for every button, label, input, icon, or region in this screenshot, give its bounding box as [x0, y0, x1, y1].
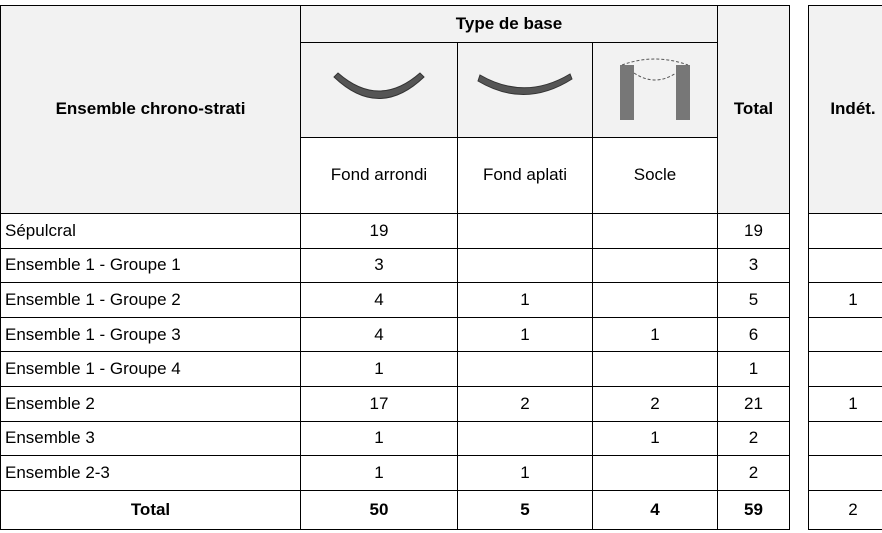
flat-base-icon [477, 73, 573, 95]
value-cell: 1 [457, 316, 593, 353]
total-header: Total [717, 5, 790, 214]
value-cell: 2 [592, 386, 718, 422]
footer-label: Total [0, 489, 301, 530]
value-cell [457, 213, 593, 249]
value-cell: 1 [300, 455, 458, 491]
group-header: Type de base [300, 5, 718, 43]
value-cell [592, 351, 718, 387]
value-cell: 19 [300, 213, 458, 249]
indet-cell [808, 351, 882, 387]
value-cell: 1 [457, 282, 593, 318]
indet-header: Indét. [808, 5, 882, 214]
total-cell: 6 [717, 316, 790, 353]
indet-cell [808, 455, 882, 491]
value-cell: 4 [300, 282, 458, 318]
indet-cell [808, 420, 882, 457]
value-cell: 1 [592, 316, 718, 353]
value-cell: 1 [457, 455, 593, 491]
total-cell: 5 [717, 282, 790, 318]
value-cell: 5 [457, 489, 593, 530]
value-cell [457, 420, 593, 457]
value-cell: 4 [592, 489, 718, 530]
total-cell: 3 [717, 247, 790, 284]
indet-cell [808, 213, 882, 249]
indet-cell [808, 316, 882, 353]
row-label: Ensemble 1 - Groupe 1 [0, 247, 301, 284]
indet-cell: 1 [808, 282, 882, 318]
row-label: Ensemble 1 - Groupe 3 [0, 316, 301, 353]
round-base-icon [333, 72, 425, 99]
value-cell [592, 455, 718, 491]
value-cell [457, 247, 593, 284]
indet-cell: 1 [808, 386, 882, 422]
value-cell: 4 [300, 316, 458, 353]
row-label-header: Ensemble chrono-strati [0, 5, 301, 214]
row-label: Ensemble 3 [0, 420, 301, 457]
total-cell: 2 [717, 420, 790, 457]
row-label: Ensemble 2-3 [0, 455, 301, 491]
socle-icon [620, 58, 690, 120]
column-label: Socle [592, 137, 718, 214]
value-cell [592, 247, 718, 284]
row-label: Ensemble 1 - Groupe 2 [0, 282, 301, 318]
value-cell: 1 [300, 420, 458, 457]
row-label: Ensemble 2 [0, 386, 301, 422]
value-cell: 17 [300, 386, 458, 422]
indet-cell: 2 [808, 489, 882, 530]
value-cell: 1 [592, 420, 718, 457]
image-cell [300, 42, 458, 138]
total-cell: 2 [717, 455, 790, 491]
column-label: Fond arrondi [300, 137, 458, 214]
value-cell: 50 [300, 489, 458, 530]
column-label: Fond aplati [457, 137, 593, 214]
total-cell: 19 [717, 213, 790, 249]
value-cell [457, 351, 593, 387]
indet-cell [808, 247, 882, 284]
total-cell: 1 [717, 351, 790, 387]
total-cell: 21 [717, 386, 790, 422]
total-cell: 59 [717, 489, 790, 530]
value-cell [592, 282, 718, 318]
value-cell: 3 [300, 247, 458, 284]
value-cell [592, 213, 718, 249]
value-cell: 1 [300, 351, 458, 387]
row-label: Ensemble 1 - Groupe 4 [0, 351, 301, 387]
image-cell [457, 42, 593, 138]
image-cell [592, 42, 718, 138]
row-label: Sépulcral [0, 213, 301, 249]
value-cell: 2 [457, 386, 593, 422]
